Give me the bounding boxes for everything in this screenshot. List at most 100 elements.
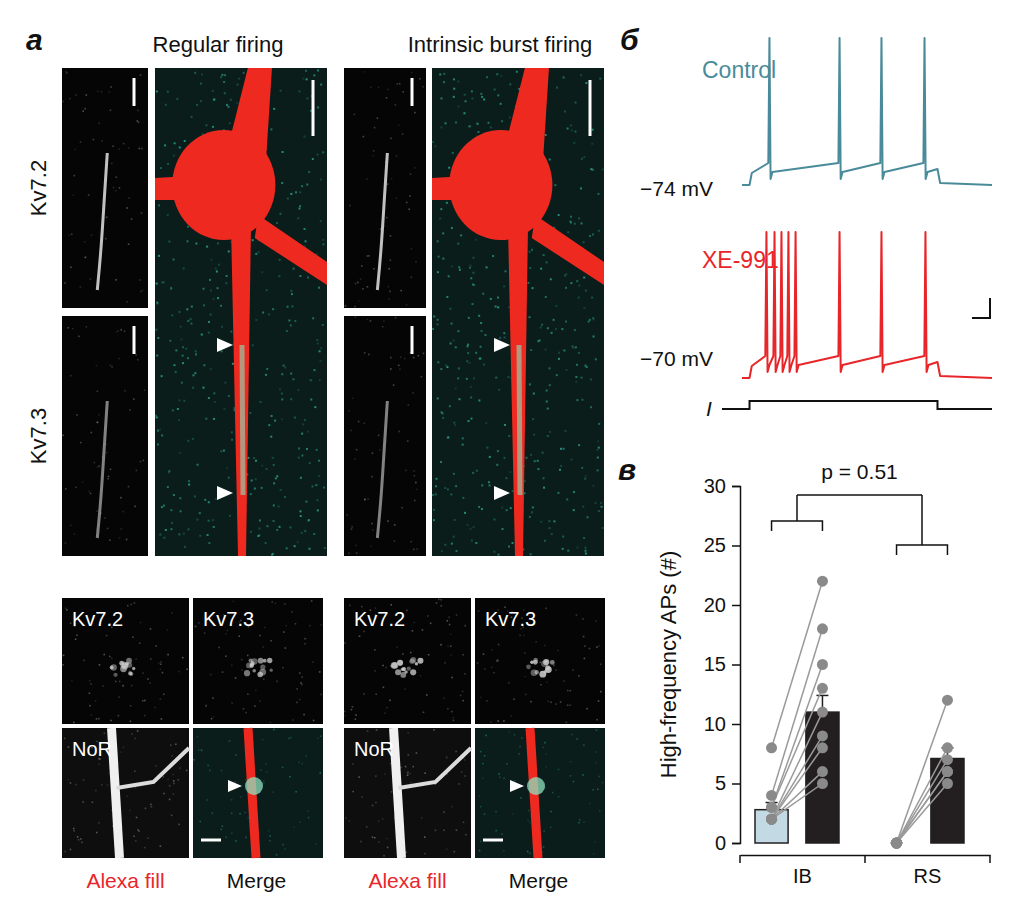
- speckle: [183, 267, 185, 269]
- image-frame: [475, 598, 605, 724]
- arrowhead: [494, 338, 510, 352]
- speckle: [393, 384, 395, 386]
- speckle: [435, 485, 437, 487]
- speckle: [440, 368, 442, 370]
- speckle: [440, 97, 442, 99]
- speckle: [231, 665, 233, 667]
- speckle: [290, 526, 292, 528]
- speckle: [530, 701, 532, 703]
- speckle: [179, 311, 181, 313]
- speckle: [173, 783, 175, 785]
- speckle: [157, 430, 159, 432]
- speckle: [569, 220, 571, 222]
- speckle: [291, 293, 293, 295]
- speckle: [97, 466, 99, 468]
- speckle: [158, 255, 160, 257]
- speckle: [80, 286, 82, 288]
- speckle: [160, 845, 162, 847]
- speckle: [406, 202, 408, 204]
- speckle: [70, 266, 72, 268]
- staining: [259, 669, 266, 676]
- speckle: [394, 104, 396, 106]
- speckle: [186, 308, 188, 310]
- speckle: [402, 653, 404, 655]
- speckle: [320, 178, 322, 180]
- speckle: [531, 511, 533, 513]
- speckle: [464, 775, 466, 777]
- data-point: [891, 838, 902, 849]
- speckle: [119, 187, 121, 189]
- speckle: [473, 526, 475, 528]
- speckle: [463, 112, 465, 114]
- speckle: [500, 103, 502, 105]
- speckle: [592, 317, 594, 319]
- speckle: [570, 221, 572, 223]
- speckle: [316, 499, 318, 501]
- speckle: [169, 785, 171, 787]
- speckle: [314, 406, 316, 408]
- speckle: [115, 176, 117, 178]
- speckle: [282, 667, 284, 669]
- speckle: [581, 399, 583, 401]
- speckle: [408, 208, 410, 210]
- speckle: [257, 535, 259, 537]
- speckle: [268, 424, 270, 426]
- speckle: [367, 498, 369, 500]
- speckle: [171, 522, 173, 524]
- data-point: [942, 754, 953, 765]
- speckle: [226, 275, 228, 277]
- speckle: [416, 548, 418, 550]
- speckle: [160, 167, 162, 169]
- speckle: [583, 537, 585, 539]
- speckle: [84, 241, 86, 243]
- bar: [755, 810, 788, 843]
- speckle: [440, 644, 442, 646]
- speckle: [442, 232, 444, 234]
- image-frame: [62, 728, 189, 858]
- speckle: [462, 437, 464, 439]
- speckle: [284, 366, 286, 368]
- speckle: [570, 690, 572, 692]
- speckle: [193, 759, 195, 761]
- speckle: [97, 422, 99, 424]
- speckle: [453, 720, 455, 722]
- speckle: [273, 729, 275, 731]
- speckle: [266, 525, 268, 527]
- speckle: [451, 806, 453, 808]
- voltage-trace: [742, 38, 992, 185]
- speckle: [390, 235, 392, 237]
- speckle: [139, 642, 141, 644]
- speckle: [371, 476, 373, 478]
- image-label: NoR: [354, 738, 394, 760]
- speckle: [286, 547, 288, 549]
- speckle: [450, 645, 452, 647]
- speckle: [545, 754, 547, 756]
- speckle: [570, 124, 572, 126]
- speckle: [529, 852, 531, 854]
- speckle: [140, 461, 142, 463]
- speckle: [443, 829, 445, 831]
- speckle: [150, 804, 152, 806]
- speckle: [412, 392, 414, 394]
- speckle: [170, 528, 172, 530]
- speckle: [449, 308, 451, 310]
- speckle: [67, 327, 69, 329]
- speckle: [172, 409, 174, 411]
- speckle: [433, 519, 435, 521]
- arrowhead: [494, 486, 510, 500]
- speckle: [126, 539, 128, 541]
- speckle: [414, 500, 416, 502]
- speckle: [96, 718, 98, 720]
- speckle: [450, 493, 452, 495]
- speckle: [596, 646, 598, 648]
- speckle: [175, 743, 177, 745]
- speckle: [195, 626, 197, 628]
- speckle: [372, 836, 374, 838]
- speckle: [491, 649, 493, 651]
- speckle: [156, 90, 158, 92]
- speckle: [194, 372, 196, 374]
- speckle: [294, 417, 296, 419]
- speckle: [478, 506, 480, 508]
- speckle: [549, 159, 551, 161]
- speckle: [462, 654, 464, 656]
